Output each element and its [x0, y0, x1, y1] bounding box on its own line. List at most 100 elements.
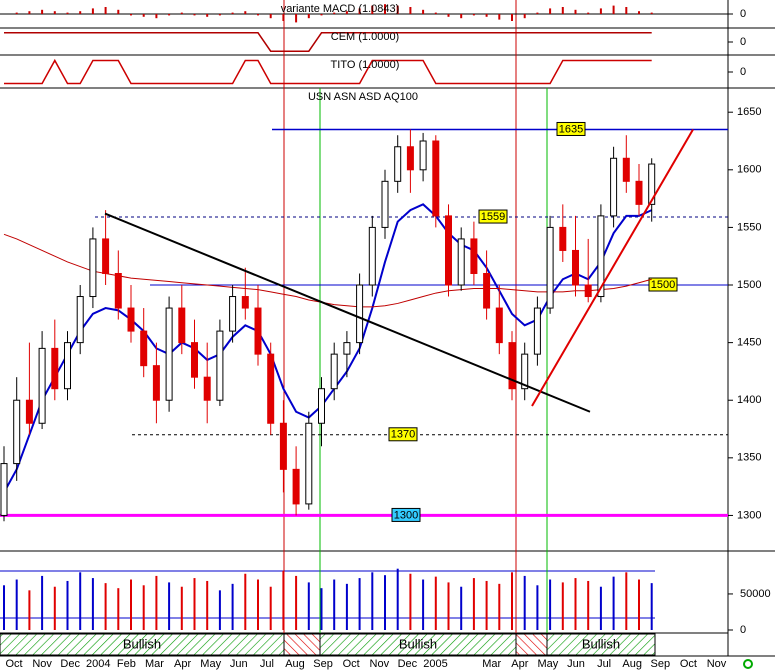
histogram-bar — [53, 11, 56, 14]
panel-title: TITO (1.0000) — [331, 59, 400, 71]
histogram-bar — [384, 4, 386, 14]
candle-body — [635, 180, 643, 205]
bullish-zone — [546, 633, 656, 656]
x-tick-label: Aug — [622, 658, 642, 670]
volume-bar — [193, 578, 196, 630]
volume-bar — [447, 582, 450, 630]
volume-bar — [231, 583, 234, 630]
histogram-bar — [371, 5, 374, 14]
histogram-bar — [574, 9, 577, 14]
y-tick-label: 1500 — [737, 279, 761, 291]
volume-bar — [460, 586, 463, 630]
x-tick-label: Nov — [707, 658, 727, 670]
histogram-bar — [28, 11, 31, 14]
volume-bar — [282, 570, 285, 630]
histogram-bar — [460, 14, 463, 19]
candle-body — [25, 399, 33, 424]
candle-body — [305, 422, 313, 505]
candle-body — [229, 296, 237, 332]
candle-body — [89, 238, 97, 298]
x-tick-label: Nov — [370, 658, 390, 670]
histogram-bar — [257, 14, 259, 16]
volume-bar — [117, 588, 120, 630]
volume-bar — [396, 568, 399, 630]
regime-label: Bullish — [582, 636, 620, 651]
x-tick-label: 2004 — [86, 658, 110, 670]
candle-body — [495, 307, 503, 344]
x-tick-label: Dec — [60, 658, 80, 670]
candle-body — [368, 226, 376, 286]
x-tick-label: Oct — [5, 658, 22, 670]
volume-bar — [523, 575, 526, 630]
candle-body — [64, 342, 71, 390]
volume-bar — [625, 572, 628, 630]
level-box — [478, 209, 508, 224]
volume-bar — [549, 579, 552, 630]
candle-body — [76, 296, 84, 344]
histogram-bar — [549, 8, 552, 14]
candle-body — [330, 353, 338, 390]
y-tick-label: 0 — [740, 66, 746, 78]
candle-body — [381, 180, 389, 228]
histogram-bar — [142, 14, 145, 17]
candle-body — [648, 163, 656, 205]
volume-bar — [41, 575, 44, 630]
candle-body — [343, 342, 351, 355]
frame — [0, 0, 775, 657]
histogram-bar — [599, 8, 602, 14]
regime-strip: Bullish Bullish Bullish — [0, 633, 656, 656]
x-tick-label: Mar — [145, 658, 164, 670]
volume-bar — [307, 582, 310, 630]
candle-body — [38, 347, 46, 424]
candle-body — [533, 307, 541, 355]
volume-bar — [244, 573, 247, 630]
candle-body — [51, 347, 59, 390]
histogram-bar — [587, 12, 590, 14]
x-tick-label: Jul — [260, 658, 274, 670]
volume-bar — [498, 583, 501, 630]
candle-body — [318, 388, 325, 424]
volume-bar — [295, 575, 298, 630]
x-tick-label: May — [200, 658, 221, 670]
level-box — [648, 277, 678, 292]
histogram-bar — [168, 14, 171, 16]
histogram-bar — [206, 14, 209, 17]
x-tick-label: Oct — [680, 658, 697, 670]
histogram-bar — [447, 14, 450, 17]
volume-bar — [142, 585, 145, 630]
volume-bar — [28, 590, 31, 630]
histogram-bar — [231, 12, 234, 14]
candle-body — [165, 307, 173, 401]
candle-body — [572, 249, 579, 286]
histogram-bar — [155, 14, 158, 19]
histogram-bar — [295, 14, 298, 23]
level-label: 1370 — [391, 429, 415, 441]
volume-bar — [561, 582, 564, 630]
histogram-bar — [282, 14, 285, 21]
histogram-bar — [612, 5, 615, 14]
candle-body — [521, 353, 529, 390]
volume-bar — [638, 579, 640, 630]
volume-bar — [587, 580, 590, 630]
indicator-line — [4, 32, 652, 52]
candle-body — [483, 272, 491, 309]
candle-body — [254, 307, 262, 355]
volume-bar — [79, 572, 82, 630]
y-tick-label: 1650 — [737, 106, 761, 118]
panel-title: USN ASN ASD AQ100 — [308, 91, 418, 103]
volume-bar — [130, 579, 132, 630]
histogram-bar — [66, 12, 69, 14]
histogram-bar — [625, 7, 628, 14]
y-tick-label: 1600 — [737, 164, 761, 176]
candle-body — [13, 399, 21, 465]
x-tick-label: Sep — [651, 658, 671, 670]
histogram-bar — [130, 14, 132, 16]
status-icon — [743, 659, 753, 669]
moving-average — [3, 233, 652, 308]
candle-body — [597, 215, 605, 298]
level-label: 1300 — [394, 509, 418, 521]
histogram-bar — [511, 14, 513, 21]
candle-body — [457, 238, 465, 286]
